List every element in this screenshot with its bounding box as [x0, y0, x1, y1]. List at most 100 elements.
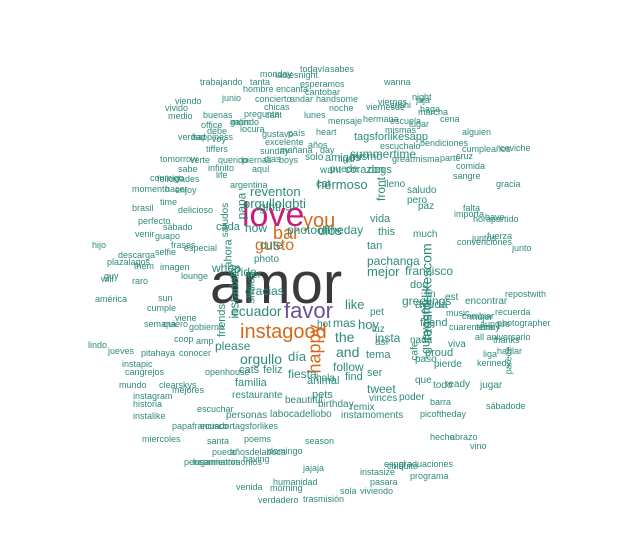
word-sabes: sabes: [330, 64, 355, 74]
word-time: time: [160, 197, 178, 207]
word-pais: país: [288, 128, 306, 138]
word-momento: momento: [132, 184, 170, 194]
word-sunny: sunny: [476, 322, 501, 332]
word-tema: tema: [366, 349, 391, 361]
word-que: que: [415, 375, 432, 386]
word-fin: fin: [425, 289, 436, 300]
word-papa: papa: [234, 192, 249, 220]
word-follow: follow: [333, 360, 364, 374]
word-kennedy: kennedy: [477, 358, 512, 368]
word-vino: vino: [470, 441, 487, 451]
word-vivido: vivido: [165, 103, 189, 113]
word-photooftheday: photooftheday: [287, 223, 364, 237]
word-alguien: alguien: [462, 127, 492, 137]
word-hermoso: hermoso: [317, 177, 368, 192]
word-have: have: [485, 212, 505, 222]
word-pregunte: pregunte: [244, 109, 280, 119]
word-miercoles: miercoles: [142, 434, 181, 444]
word-pierde: pierde: [434, 359, 462, 370]
word-dios: dios: [318, 223, 342, 238]
word-locura: locura: [240, 124, 265, 134]
word-domingo: domingo: [268, 446, 303, 456]
word-cafe: cafe: [409, 341, 421, 361]
word-sabadode: sábadode: [486, 401, 526, 411]
word-comida: comida: [456, 161, 486, 171]
word-especial: especial: [184, 243, 218, 253]
word-instapic: instapic: [122, 359, 153, 369]
word-cada: cada: [216, 221, 240, 233]
word-ceviche: ceviche: [500, 143, 531, 153]
word-cuarentena: cuarentena: [449, 322, 495, 332]
word-selfie: selfie: [155, 247, 177, 257]
word-mejor: mejor: [367, 264, 400, 279]
word-day: day: [320, 145, 335, 155]
word-great: great: [392, 154, 413, 164]
word-est: est: [445, 292, 459, 303]
word-misma: misma: [413, 154, 440, 164]
word-lleno: lleno: [384, 179, 406, 190]
word-hoy: hoy: [358, 317, 379, 332]
word-beautiful: beautiful: [285, 395, 323, 406]
word-happiness: happiness: [192, 132, 234, 142]
word-todo: todo: [433, 380, 453, 391]
word-mas: mas: [333, 316, 356, 330]
word-poems: poems: [244, 434, 272, 444]
word-excelente: excelente: [265, 137, 304, 147]
word-labocadellobo: labocadellobo: [270, 409, 332, 420]
word-cangrejos: cangrejos: [125, 367, 165, 377]
word-pitahaya: pitahaya: [141, 348, 176, 358]
word-birthday: birthday: [318, 399, 354, 410]
word-cant: cant: [265, 110, 283, 120]
word-francisco: francisco: [405, 264, 454, 278]
word-lugarmatrimonios: lugarmatrimonios: [193, 457, 263, 467]
word-juntos: juntos: [472, 233, 497, 243]
word-todavia: todavía: [300, 64, 330, 74]
word-sabado: sábado: [163, 222, 193, 232]
word-dias: dias: [264, 154, 281, 164]
word-summertime: summertime: [350, 147, 417, 161]
word-chiquito: chiquito: [387, 461, 419, 471]
word-gobierno: gobierno: [189, 322, 225, 332]
word-instalike: instalike: [133, 411, 166, 421]
word-feliz: feliz: [263, 364, 283, 376]
word-sangre: sangre: [453, 171, 481, 181]
word-espol: espol: [384, 459, 406, 469]
word-photographer: photographer: [497, 318, 551, 328]
word-ayuda: ayuda: [415, 297, 448, 311]
word-please: please: [215, 339, 251, 353]
word-instasize: instasize: [360, 467, 396, 477]
word-puedo: puedo: [212, 447, 238, 457]
word-ecuadortagsforlikes: ecuadortagsforlikes: [200, 421, 279, 431]
word-this: this: [378, 226, 396, 238]
word-lunes: lunes: [304, 110, 326, 120]
word-gusto: gusto: [255, 237, 295, 254]
word-concierto: concierto: [255, 94, 292, 104]
word-paz: paz: [418, 201, 435, 212]
word-openhouse: openhouse: [205, 367, 250, 377]
word-verdadero: verdadero: [258, 495, 299, 505]
word-voy: voy: [212, 134, 227, 144]
word-galindo: galindo: [230, 117, 260, 127]
word-conocer: conocer: [179, 348, 212, 358]
word-descarga: descarga: [118, 250, 156, 260]
word-cena: cena: [440, 114, 460, 124]
word-ahora: ahora: [222, 239, 235, 268]
word-bar: bar: [273, 223, 300, 243]
word-coop: coop: [174, 334, 194, 344]
word-greetings: greetings: [402, 294, 452, 308]
word-sun: sun: [158, 293, 173, 303]
word-mismo: mismo: [350, 151, 383, 163]
word-gracia: gracia: [496, 179, 521, 189]
word-hot: hot: [317, 319, 331, 330]
word-mujer: mujer: [470, 312, 493, 322]
word-plazalagos: plazalagos: [107, 257, 151, 267]
word-amp: amp: [196, 336, 214, 346]
word-pachanga: pachanga: [367, 254, 420, 268]
word-america: américa: [95, 294, 128, 304]
word-perfecto: perfecto: [138, 216, 171, 226]
word-glbti: glbti: [259, 200, 282, 214]
word-hola: hola: [316, 373, 335, 384]
word-them: them: [134, 261, 155, 271]
word-piernas: piernas: [242, 155, 272, 165]
